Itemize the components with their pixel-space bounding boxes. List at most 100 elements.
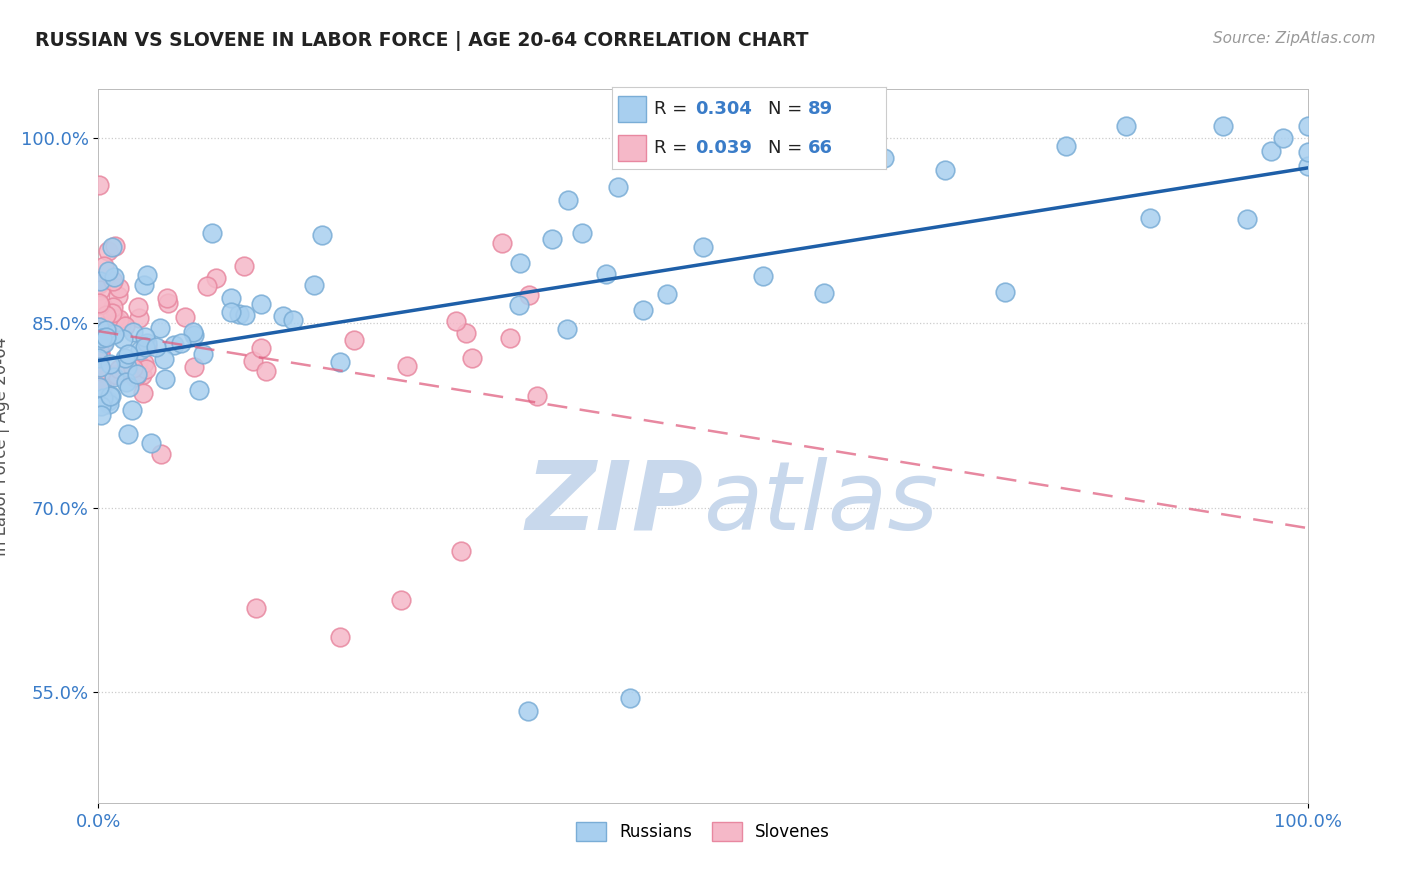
Point xyxy=(135,268,157,283)
Point xyxy=(103,370,125,384)
Point xyxy=(219,291,242,305)
Point xyxy=(128,343,150,358)
Point xyxy=(132,385,155,400)
Point xyxy=(107,367,129,381)
Point xyxy=(93,336,115,351)
Point xyxy=(813,285,835,300)
Point xyxy=(1054,139,1077,153)
Point xyxy=(98,389,121,403)
Point xyxy=(101,300,124,314)
Point xyxy=(127,368,149,383)
Point xyxy=(110,317,132,331)
Text: 89: 89 xyxy=(807,100,832,118)
Y-axis label: In Labor Force | Age 20-64: In Labor Force | Age 20-64 xyxy=(0,336,10,556)
Bar xyxy=(619,135,645,161)
Point xyxy=(124,369,146,384)
Point xyxy=(1212,119,1234,133)
Point xyxy=(87,342,110,356)
Point xyxy=(1296,159,1319,173)
Point xyxy=(104,310,127,325)
Point xyxy=(89,298,111,312)
Point xyxy=(97,393,120,408)
Point xyxy=(121,325,143,339)
Text: 0.039: 0.039 xyxy=(695,139,752,157)
Point xyxy=(934,162,956,177)
Text: Source: ZipAtlas.com: Source: ZipAtlas.com xyxy=(1212,31,1375,46)
Point xyxy=(97,264,120,278)
Point xyxy=(96,323,118,337)
Point xyxy=(1139,211,1161,226)
Point xyxy=(183,360,205,375)
Point xyxy=(873,151,896,165)
Point xyxy=(93,259,115,273)
Text: N =: N = xyxy=(768,100,808,118)
Point xyxy=(91,318,114,333)
Point xyxy=(195,278,218,293)
Point xyxy=(93,374,115,388)
Point xyxy=(94,308,117,322)
Point xyxy=(100,306,122,320)
Text: 66: 66 xyxy=(807,139,832,157)
Point xyxy=(219,305,242,319)
Point xyxy=(183,328,205,343)
Point xyxy=(235,308,257,322)
Point xyxy=(555,322,578,336)
Point xyxy=(1296,119,1319,133)
Point xyxy=(118,379,141,393)
Point xyxy=(181,325,204,339)
Point xyxy=(89,283,111,297)
Point xyxy=(153,351,176,366)
Point xyxy=(107,289,129,303)
Point xyxy=(94,330,117,344)
Point xyxy=(517,287,540,301)
Point xyxy=(90,408,112,422)
Point xyxy=(273,309,295,323)
Point xyxy=(107,362,129,376)
Point xyxy=(153,372,176,386)
Point xyxy=(91,331,114,345)
Point xyxy=(97,244,120,258)
Point xyxy=(91,391,114,405)
Point xyxy=(281,313,304,327)
Point xyxy=(329,630,352,644)
Point xyxy=(135,336,157,351)
Point xyxy=(115,376,138,390)
Point xyxy=(89,360,111,375)
Point xyxy=(131,368,153,383)
Point xyxy=(117,427,139,442)
Point xyxy=(122,361,145,376)
Point xyxy=(145,340,167,354)
Point xyxy=(692,240,714,254)
Point xyxy=(87,351,110,365)
Point xyxy=(101,240,124,254)
Point xyxy=(752,268,775,283)
Point xyxy=(329,354,352,368)
Text: N =: N = xyxy=(768,139,808,157)
Point xyxy=(87,349,110,363)
Point xyxy=(112,332,135,346)
Point xyxy=(87,319,110,334)
Point xyxy=(91,335,114,350)
Point xyxy=(254,363,277,377)
Point xyxy=(170,335,193,350)
Point xyxy=(98,357,121,371)
Point xyxy=(607,180,630,194)
Point xyxy=(526,389,548,403)
Text: 0.304: 0.304 xyxy=(695,100,752,118)
Point xyxy=(89,274,111,288)
Point xyxy=(132,277,155,292)
Point xyxy=(156,295,179,310)
Point xyxy=(619,691,641,706)
Point xyxy=(117,359,139,374)
Point xyxy=(149,320,172,334)
Point xyxy=(250,341,273,355)
Point xyxy=(1260,144,1282,158)
Point xyxy=(516,704,538,718)
Point xyxy=(156,291,179,305)
Point xyxy=(250,297,273,311)
Point xyxy=(87,277,110,291)
Text: ZIP: ZIP xyxy=(524,457,703,549)
Point xyxy=(1115,120,1137,134)
Text: atlas: atlas xyxy=(703,457,938,549)
Point xyxy=(132,356,155,370)
